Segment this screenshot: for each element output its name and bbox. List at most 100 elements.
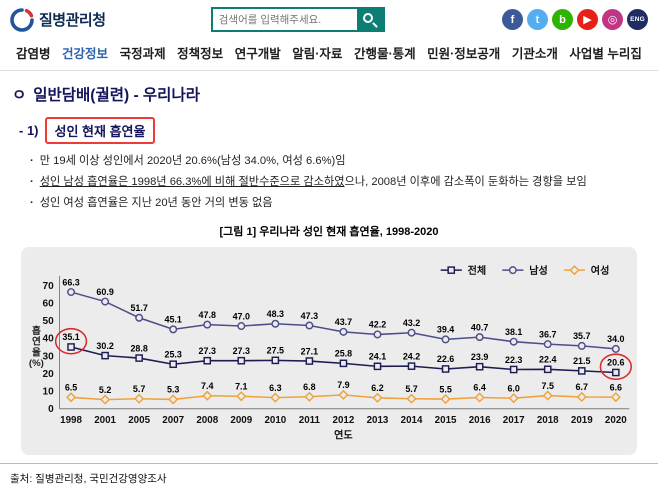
svg-text:2011: 2011: [299, 416, 321, 427]
nav-item-8[interactable]: 민원·정보공개: [427, 47, 501, 61]
svg-text:40: 40: [42, 334, 54, 345]
nav-item-2[interactable]: 건강정보: [62, 47, 109, 61]
nav-item-10[interactable]: 사업별 누리집: [569, 47, 642, 61]
svg-text:2009: 2009: [230, 416, 252, 427]
svg-text:60: 60: [42, 299, 54, 310]
svg-text:7.9: 7.9: [337, 380, 349, 390]
title-bullet: ㅇ: [12, 87, 27, 104]
svg-text:6.7: 6.7: [576, 383, 588, 393]
section-highlight-box: 성인 현재 흡연율: [44, 117, 156, 144]
logo-text: 질병관리청: [39, 12, 106, 29]
svg-text:2018: 2018: [537, 416, 559, 427]
content: ㅇ 일반담배(궐련) - 우리나라 - 1) 성인 현재 흡연율 · 만 19세 이…: [0, 71, 658, 456]
search-input[interactable]: [212, 9, 357, 30]
svg-text:25.8: 25.8: [335, 349, 352, 359]
svg-text:6.4: 6.4: [473, 383, 485, 393]
svg-text:5.3: 5.3: [167, 385, 179, 395]
svg-text:7.4: 7.4: [201, 381, 213, 391]
svg-text:5.2: 5.2: [99, 385, 111, 395]
svg-text:30.2: 30.2: [96, 341, 113, 351]
eng-icon[interactable]: ENG: [627, 9, 649, 30]
source-footer: 출처: 질병관리청, 국민건강영양조사: [0, 463, 658, 496]
svg-text:6.0: 6.0: [507, 384, 519, 394]
svg-text:6.5: 6.5: [65, 383, 77, 393]
twitter-icon[interactable]: t: [527, 9, 549, 30]
nav-item-9[interactable]: 기관소개: [511, 47, 558, 61]
social-links: f t b ▶ ◎ ENG: [502, 9, 649, 30]
svg-text:2020: 2020: [605, 416, 627, 427]
nav-item-1[interactable]: 감염병: [16, 47, 51, 61]
page-title-text: 일반담배(궐련) - 우리나라: [33, 87, 200, 104]
kdca-logo[interactable]: 질병관리청: [10, 7, 106, 32]
svg-text:연도: 연도: [334, 429, 353, 442]
instagram-icon[interactable]: ◎: [602, 9, 624, 30]
svg-text:1998: 1998: [60, 416, 82, 427]
page-title: ㅇ 일반담배(궐련) - 우리나라: [12, 83, 646, 105]
svg-text:66.3: 66.3: [62, 278, 79, 288]
blog-icon[interactable]: b: [552, 9, 574, 30]
svg-text:27.1: 27.1: [301, 347, 318, 357]
svg-text:36.7: 36.7: [539, 330, 556, 340]
svg-text:5.7: 5.7: [133, 384, 145, 394]
svg-text:47.3: 47.3: [301, 311, 318, 321]
svg-text:60.9: 60.9: [96, 287, 113, 297]
svg-text:30: 30: [42, 352, 54, 363]
nav-item-4[interactable]: 정책정보: [177, 47, 224, 61]
svg-text:2010: 2010: [264, 416, 286, 427]
svg-text:27.3: 27.3: [233, 346, 250, 356]
svg-text:70: 70: [42, 281, 54, 292]
nav-item-3[interactable]: 국정과제: [119, 47, 166, 61]
magnifier-icon: [362, 13, 373, 23]
svg-text:38.1: 38.1: [505, 327, 522, 337]
svg-text:20: 20: [42, 369, 54, 380]
search-box: [210, 7, 385, 32]
svg-text:25.3: 25.3: [164, 350, 181, 360]
kdca-logo-icon: [10, 7, 34, 32]
svg-text:5.5: 5.5: [439, 385, 451, 395]
svg-text:24.2: 24.2: [403, 352, 420, 362]
svg-text:35.1: 35.1: [62, 333, 79, 343]
svg-text:43.2: 43.2: [403, 318, 420, 328]
bullet-list: · 만 19세 이상 성인에서 2020년 20.6%(남성 34.0%, 여성 …: [30, 153, 646, 211]
svg-text:연: 연: [32, 337, 41, 348]
svg-text:흡: 흡: [32, 326, 41, 338]
svg-text:2019: 2019: [571, 416, 593, 427]
svg-text:2001: 2001: [94, 416, 116, 427]
svg-text:2005: 2005: [128, 416, 150, 427]
nav-item-6[interactable]: 알림·자료: [292, 47, 343, 61]
nav-item-7[interactable]: 간행물·통계: [353, 47, 416, 61]
svg-text:47.0: 47.0: [233, 312, 250, 322]
svg-text:40.7: 40.7: [471, 323, 488, 333]
youtube-icon[interactable]: ▶: [577, 9, 599, 30]
svg-text:22.3: 22.3: [505, 355, 522, 365]
search-button[interactable]: [356, 9, 383, 30]
facebook-icon[interactable]: f: [502, 9, 524, 30]
nav-item-5[interactable]: 연구개발: [234, 47, 281, 61]
svg-text:2017: 2017: [503, 416, 525, 427]
svg-text:22.6: 22.6: [437, 355, 454, 365]
svg-text:(%): (%): [29, 358, 44, 369]
svg-text:남성: 남성: [529, 264, 548, 277]
svg-text:전체: 전체: [468, 264, 487, 277]
svg-text:10: 10: [42, 387, 54, 398]
svg-text:6.8: 6.8: [303, 382, 315, 392]
svg-text:47.8: 47.8: [199, 310, 216, 320]
section-prefix: - 1): [19, 123, 39, 138]
chart-svg: 0 10 20 30 40 50 60 70 흡연율(%) 1998 2001 2005 2007 200…: [29, 264, 632, 442]
svg-text:2016: 2016: [469, 416, 491, 427]
svg-text:48.3: 48.3: [267, 309, 284, 319]
svg-text:24.1: 24.1: [369, 352, 386, 362]
svg-text:2014: 2014: [401, 416, 423, 427]
svg-text:50: 50: [42, 317, 54, 328]
svg-text:2007: 2007: [162, 416, 184, 427]
smoking-rate-chart: 0 10 20 30 40 50 60 70 흡 연 율 (%) 1998 2001 2005 2007 200…: [21, 247, 637, 456]
section-title: - 1) 성인 현재 흡연율: [19, 117, 646, 144]
svg-text:22.4: 22.4: [539, 355, 556, 365]
svg-text:7.1: 7.1: [235, 382, 247, 392]
svg-text:23.9: 23.9: [471, 352, 488, 362]
svg-text:2008: 2008: [196, 416, 218, 427]
svg-text:6.6: 6.6: [610, 383, 622, 393]
bullet-dot: ·: [30, 175, 34, 188]
svg-text:율: 율: [32, 347, 41, 359]
svg-text:35.7: 35.7: [573, 332, 590, 342]
